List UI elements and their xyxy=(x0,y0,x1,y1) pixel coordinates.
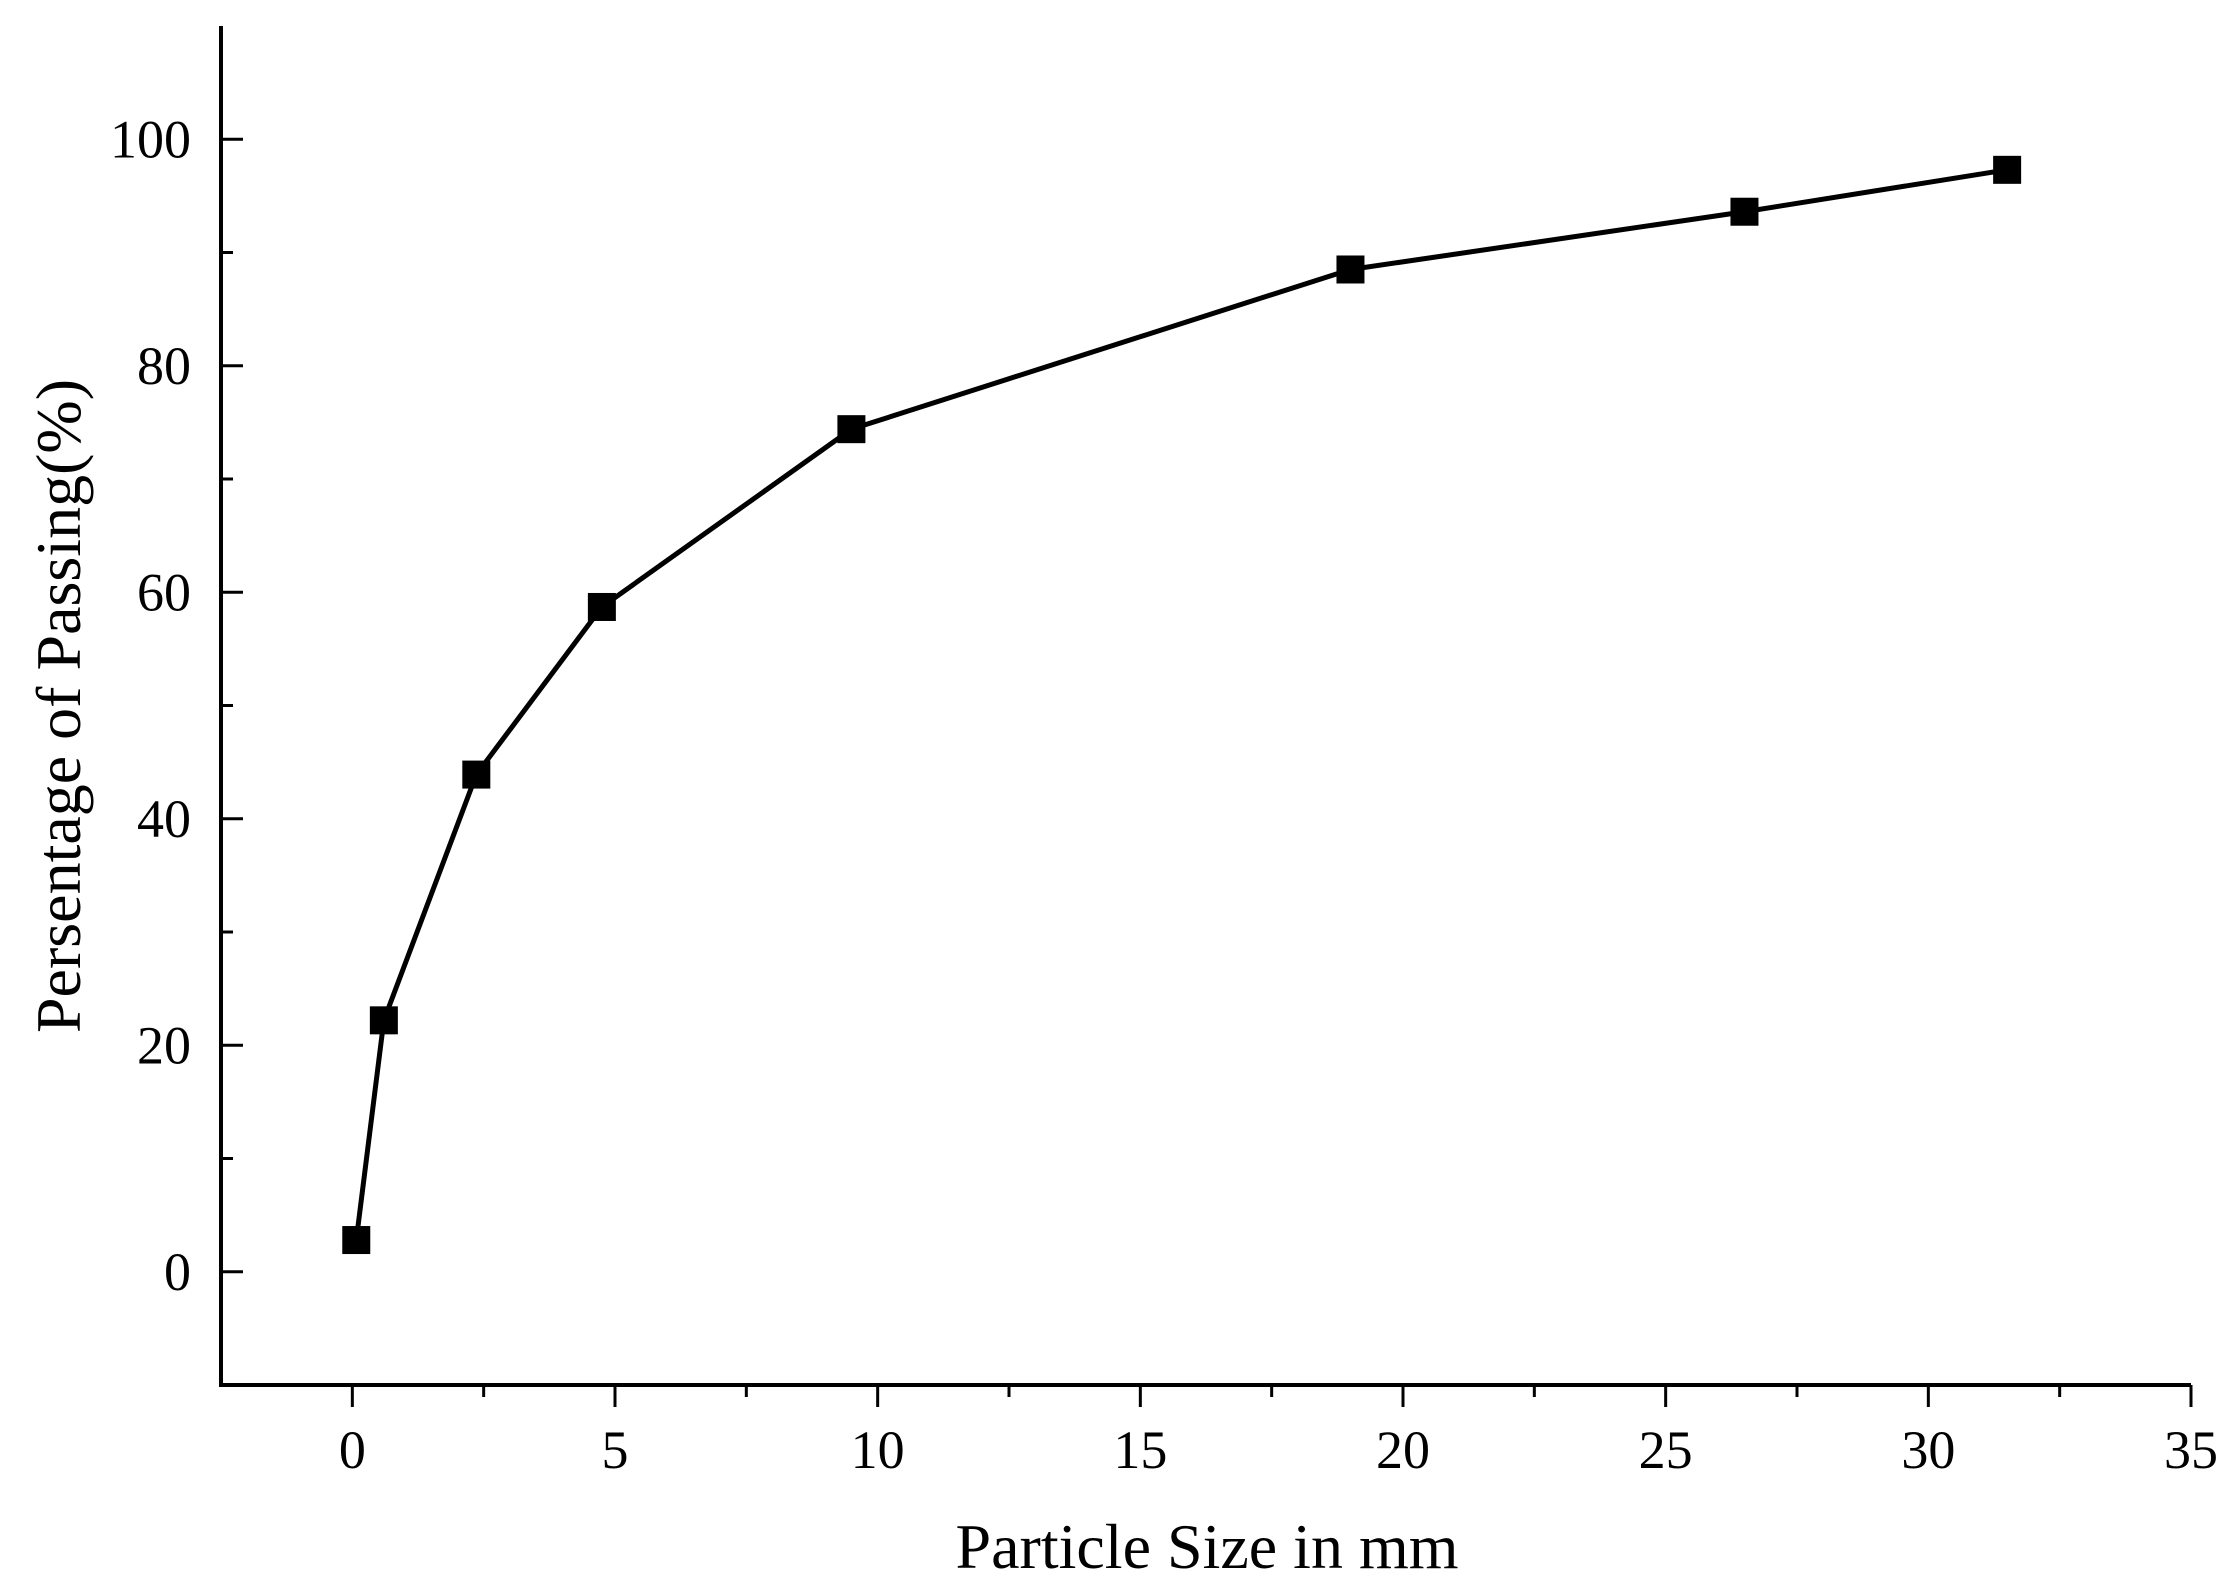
x-tick-label: 15 xyxy=(1113,1420,1167,1480)
x-tick-label: 35 xyxy=(2164,1420,2218,1480)
data-point xyxy=(1993,155,2022,184)
tick-labels: 0 5 10 15 20 25 30 35 0 20 40 60 80 100 xyxy=(110,109,2218,1480)
y-tick-label: 80 xyxy=(137,336,191,396)
y-tick-label: 0 xyxy=(164,1242,191,1302)
series-layer xyxy=(342,155,2022,1255)
data-point xyxy=(587,592,616,621)
data-point xyxy=(369,1006,398,1035)
y-tick-label: 60 xyxy=(137,562,191,622)
x-tick-label: 20 xyxy=(1376,1420,1430,1480)
ticks xyxy=(221,137,2193,1407)
data-point xyxy=(342,1226,371,1255)
series-line xyxy=(353,167,2008,1241)
y-axis-title: Persentage of Passing(%) xyxy=(23,379,94,1033)
x-tick-label: 30 xyxy=(1901,1420,1955,1480)
x-tick-label: 10 xyxy=(851,1420,905,1480)
x-tick-label: 5 xyxy=(602,1420,629,1480)
data-point xyxy=(1336,255,1365,284)
x-tick-label: 25 xyxy=(1639,1420,1693,1480)
data-point xyxy=(1730,197,1759,226)
y-tick-label: 20 xyxy=(137,1015,191,1075)
y-tick-label: 40 xyxy=(137,789,191,849)
data-point xyxy=(462,760,491,789)
x-tick-label: 0 xyxy=(339,1420,366,1480)
data-point xyxy=(837,415,866,444)
y-tick-label: 100 xyxy=(110,109,191,169)
x-axis-title: Particle Size in mm xyxy=(956,1511,1459,1582)
axes xyxy=(219,26,2191,1387)
